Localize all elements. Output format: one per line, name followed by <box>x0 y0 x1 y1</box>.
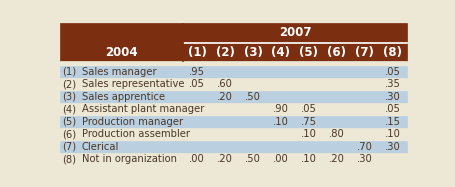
Text: Clerical: Clerical <box>81 142 119 152</box>
Text: (1): (1) <box>62 67 76 77</box>
Text: (5): (5) <box>299 46 318 59</box>
Text: .30: .30 <box>385 142 400 152</box>
Text: .00: .00 <box>189 154 205 164</box>
Text: .20: .20 <box>217 154 233 164</box>
Text: .10: .10 <box>301 129 317 140</box>
Text: .30: .30 <box>357 154 373 164</box>
Bar <box>60 78 407 91</box>
Text: .90: .90 <box>273 104 289 114</box>
Bar <box>60 61 407 66</box>
Text: .60: .60 <box>217 79 233 89</box>
Bar <box>60 128 407 141</box>
Text: (7): (7) <box>355 46 374 59</box>
Bar <box>60 103 407 116</box>
Text: .05: .05 <box>385 67 401 77</box>
Text: .10: .10 <box>273 117 289 127</box>
Text: .80: .80 <box>329 129 345 140</box>
Text: Not in organization: Not in organization <box>81 154 177 164</box>
Bar <box>60 153 407 166</box>
Text: (4): (4) <box>272 46 290 59</box>
Text: (8): (8) <box>383 46 402 59</box>
Text: (6): (6) <box>327 46 346 59</box>
Text: .30: .30 <box>385 92 400 102</box>
Text: .10: .10 <box>385 129 401 140</box>
Text: Production manager: Production manager <box>81 117 183 127</box>
Bar <box>60 116 407 128</box>
Bar <box>60 23 407 61</box>
Text: 2007: 2007 <box>278 26 311 39</box>
Text: .50: .50 <box>245 92 261 102</box>
Text: Sales representative: Sales representative <box>81 79 184 89</box>
Bar <box>60 91 407 103</box>
Text: .75: .75 <box>301 117 317 127</box>
Text: .50: .50 <box>245 154 261 164</box>
Text: Sales apprentice: Sales apprentice <box>81 92 165 102</box>
Bar <box>182 23 183 61</box>
Text: (3): (3) <box>243 46 263 59</box>
Text: .35: .35 <box>385 79 401 89</box>
Text: (4): (4) <box>62 104 76 114</box>
Text: .95: .95 <box>189 67 205 77</box>
Text: .15: .15 <box>385 117 401 127</box>
Text: .00: .00 <box>273 154 289 164</box>
Text: Assistant plant manager: Assistant plant manager <box>81 104 204 114</box>
Text: .20: .20 <box>329 154 345 164</box>
Bar <box>60 141 407 153</box>
Text: .05: .05 <box>189 79 205 89</box>
Text: (2): (2) <box>216 46 234 59</box>
Text: (2): (2) <box>62 79 76 89</box>
Text: (3): (3) <box>62 92 76 102</box>
Text: (8): (8) <box>62 154 76 164</box>
Text: (1): (1) <box>187 46 207 59</box>
Text: .05: .05 <box>385 104 401 114</box>
Text: .70: .70 <box>357 142 373 152</box>
Text: Sales manager: Sales manager <box>81 67 156 77</box>
Text: 2004: 2004 <box>105 46 138 59</box>
Text: (6): (6) <box>62 129 76 140</box>
Bar <box>60 66 407 78</box>
Bar <box>183 42 407 43</box>
Text: .05: .05 <box>301 104 317 114</box>
Text: .20: .20 <box>217 92 233 102</box>
Text: Production assembler: Production assembler <box>81 129 190 140</box>
Text: (5): (5) <box>62 117 76 127</box>
Text: (7): (7) <box>62 142 76 152</box>
Text: .10: .10 <box>301 154 317 164</box>
